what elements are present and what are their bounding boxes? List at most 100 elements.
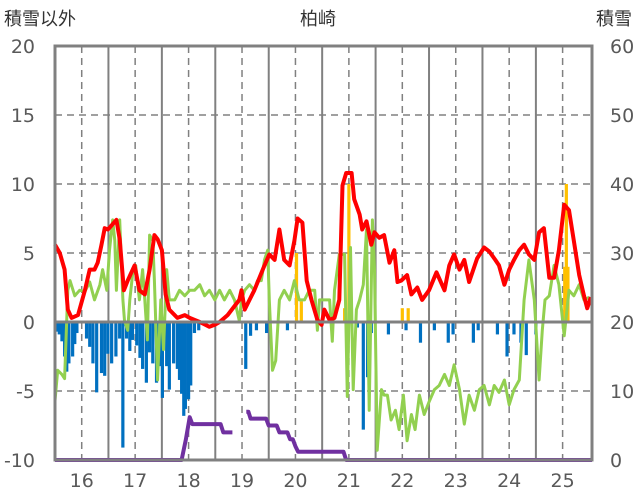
- blue-bar: [505, 322, 509, 357]
- blue-bar: [254, 322, 259, 331]
- x-tick-label: 24: [497, 470, 521, 492]
- x-tick-label: 19: [230, 470, 254, 492]
- plot-frame: [53, 44, 594, 462]
- x-tick-label: 20: [283, 470, 307, 492]
- y-left-tick-label: -10: [4, 450, 35, 472]
- blue-bar: [182, 322, 186, 416]
- blue-bar: [248, 322, 253, 336]
- blue-bar: [138, 322, 142, 358]
- blue-bar: [192, 322, 197, 334]
- gridlines: [55, 46, 592, 460]
- blue-bar: [130, 322, 135, 340]
- blue-bar: [57, 322, 61, 335]
- blue-bar: [285, 322, 290, 331]
- x-tick-label: 17: [123, 470, 147, 492]
- blue-bar: [114, 322, 118, 357]
- blue-bar: [172, 322, 176, 364]
- y-right-tick-label: 0: [610, 450, 622, 472]
- blue-bar: [476, 322, 480, 331]
- blue-bar: [99, 322, 104, 374]
- blue-bar: [524, 322, 528, 356]
- red-series-line: [53, 171, 593, 329]
- x-tick-label: 16: [70, 470, 94, 492]
- x-tick-label: 21: [337, 470, 361, 492]
- blue-bar: [144, 322, 148, 383]
- x-tick-label: 18: [176, 470, 200, 492]
- lines: [53, 171, 593, 462]
- y-right-tick-label: 20: [610, 312, 634, 334]
- blue-bar: [118, 322, 122, 339]
- blue-bar: [386, 322, 391, 335]
- blue-bar: [177, 322, 182, 380]
- blue-bar: [71, 322, 75, 357]
- x-tick-label: 23: [444, 470, 468, 492]
- blue-bar: [88, 322, 92, 347]
- blue-bar: [135, 322, 139, 346]
- chart-title: 柏崎: [300, 9, 336, 30]
- blue-bar: [189, 322, 193, 386]
- left-axis-label: 積雪以外: [4, 9, 76, 30]
- orange-bar: [564, 184, 568, 322]
- blue-bar: [91, 322, 95, 364]
- blue-bar: [160, 322, 164, 398]
- blue-bar: [418, 322, 423, 343]
- orange-bar: [299, 301, 303, 322]
- y-right-tick-label: 10: [610, 381, 634, 403]
- y-left-tick-label: 15: [11, 105, 35, 127]
- blue-bar: [106, 322, 110, 354]
- x-tick-label: 25: [551, 470, 575, 492]
- y-left-tick-label: 10: [11, 174, 35, 196]
- blue-bar: [110, 322, 114, 364]
- y-left-tick-label: 5: [23, 243, 35, 265]
- blue-bar: [512, 322, 516, 335]
- x-tick-label: 22: [390, 470, 414, 492]
- orange-bar: [347, 184, 351, 322]
- blue-bar: [67, 322, 71, 364]
- blue-bar: [355, 322, 360, 328]
- y-left-tick-label: -5: [16, 381, 35, 403]
- blue-bar: [75, 322, 79, 334]
- blue-bar: [141, 322, 145, 369]
- axes: [53, 44, 594, 462]
- y-right-tick-label: 40: [610, 174, 634, 196]
- blue-bar: [55, 322, 59, 332]
- right-axis-label: 積雪: [596, 9, 632, 30]
- y-right-tick-label: 60: [610, 36, 634, 58]
- blue-bar: [432, 322, 436, 331]
- purple-series-line: [55, 415, 233, 462]
- blue-bar: [147, 322, 152, 353]
- purple-series-line: [246, 409, 592, 462]
- blue-bar: [197, 322, 201, 331]
- blue-bar: [180, 322, 184, 394]
- orange-bar: [563, 266, 567, 322]
- blue-bar: [495, 322, 500, 335]
- blue-bar: [60, 322, 64, 342]
- blue-bar: [103, 322, 107, 376]
- blue-bar: [264, 322, 269, 334]
- y-right-tick-label: 30: [610, 243, 634, 265]
- blue-bar: [151, 322, 155, 364]
- orange-bar: [406, 308, 410, 322]
- bars: [55, 184, 570, 448]
- blue-bar: [84, 322, 89, 339]
- blue-bar: [165, 322, 169, 367]
- blue-bar: [361, 322, 365, 430]
- blue-bar: [95, 322, 99, 393]
- blue-bar: [186, 322, 191, 400]
- blue-bar: [175, 322, 179, 369]
- blue-bar: [121, 322, 125, 448]
- blue-bar: [471, 322, 475, 343]
- y-left-tick-label: 20: [11, 36, 35, 58]
- blue-bar: [73, 322, 77, 345]
- y-left-tick-label: 0: [23, 312, 35, 334]
- blue-bar: [244, 322, 248, 369]
- blue-bar: [183, 322, 187, 409]
- blue-bar: [404, 322, 408, 331]
- green-series-line: [53, 218, 590, 452]
- blue-bar: [451, 322, 455, 335]
- y-right-tick-label: 50: [610, 105, 634, 127]
- blue-bar: [446, 322, 450, 343]
- blue-bar: [128, 322, 132, 351]
